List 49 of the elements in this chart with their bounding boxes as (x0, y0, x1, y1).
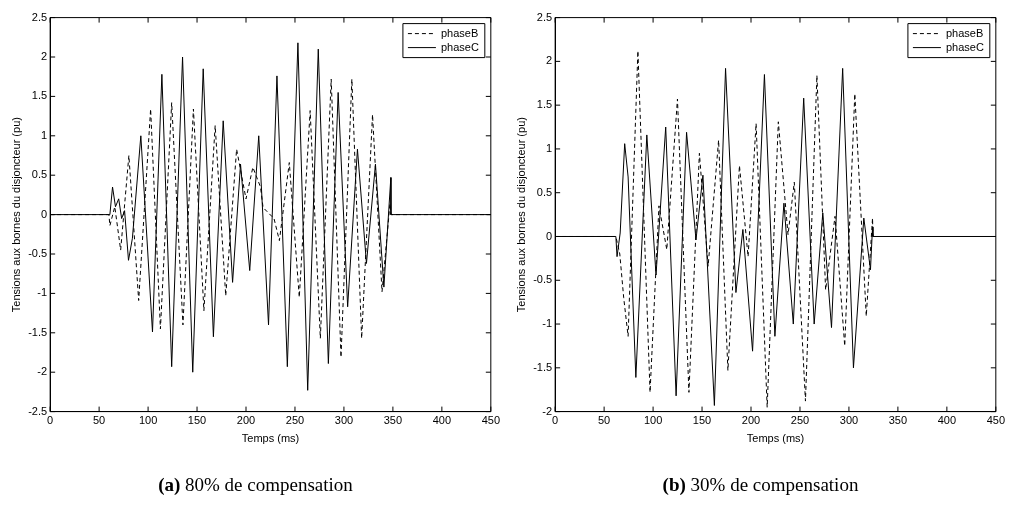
x-tick-label: 150 (187, 414, 207, 427)
x-tick-label: 100 (138, 414, 158, 427)
x-tick-label: 350 (888, 414, 908, 427)
x-tick-label: 450 (986, 414, 1005, 427)
y-tick-label: -0.5 (28, 247, 48, 260)
x-tick-label: 400 (937, 414, 957, 427)
y-tick-label: -2.5 (28, 404, 48, 417)
y-tick-label: 2.5 (536, 10, 553, 23)
text: (a) 80% de compensation (158, 474, 353, 495)
y-tick-label: -1 (37, 286, 48, 299)
x-tick-label: 300 (839, 414, 859, 427)
y-tick-label: 2.5 (31, 10, 48, 23)
legend-label: phaseB (945, 26, 984, 39)
x-tick-label: 350 (383, 414, 403, 427)
y-tick-label: 0.5 (536, 185, 553, 198)
x-tick-label: 250 (790, 414, 810, 427)
x-tick-label: 250 (285, 414, 305, 427)
y-tick-label: -0.5 (533, 273, 553, 286)
x-axis-title: Temps (ms) (746, 432, 805, 445)
text: (b) 30% de compensation (662, 474, 859, 495)
x-tick-label: 100 (643, 414, 663, 427)
x-tick-label: 400 (432, 414, 452, 427)
y-axis-title: Tensions aux bornes du disjoncteur (pu) (514, 117, 527, 313)
y-tick-label: 2 (546, 54, 553, 67)
x-tick-label: 200 (741, 414, 761, 427)
y-tick-label: -1 (542, 317, 553, 330)
x-tick-label: 50 (92, 414, 106, 427)
x-axis-title: Temps (ms) (241, 432, 300, 445)
x-tick-label: 450 (481, 414, 500, 427)
y-tick-label: 0 (41, 207, 48, 220)
y-tick-label: -1.5 (28, 325, 48, 338)
y-tick-label: 0.5 (31, 168, 48, 181)
y-tick-label: 1.5 (31, 89, 48, 102)
y-axis-title: Tensions aux bornes du disjoncteur (pu) (9, 117, 22, 313)
y-tick-label: 0 (546, 229, 553, 242)
y-tick-label: 1 (41, 128, 48, 141)
legend-label: phaseB (440, 26, 479, 39)
x-tick-label: 50 (597, 414, 611, 427)
x-tick-label: 300 (334, 414, 354, 427)
y-tick-label: -2 (542, 404, 553, 417)
y-tick-label: -1.5 (533, 360, 553, 373)
y-tick-label: 1.5 (536, 98, 553, 111)
y-tick-label: -2 (37, 365, 48, 378)
legend-label: phaseC (440, 40, 479, 53)
y-tick-label: 1 (546, 141, 553, 154)
x-tick-label: 200 (236, 414, 256, 427)
legend-label: phaseC (945, 40, 984, 53)
y-tick-label: 2 (41, 50, 48, 63)
x-tick-label: 150 (692, 414, 712, 427)
